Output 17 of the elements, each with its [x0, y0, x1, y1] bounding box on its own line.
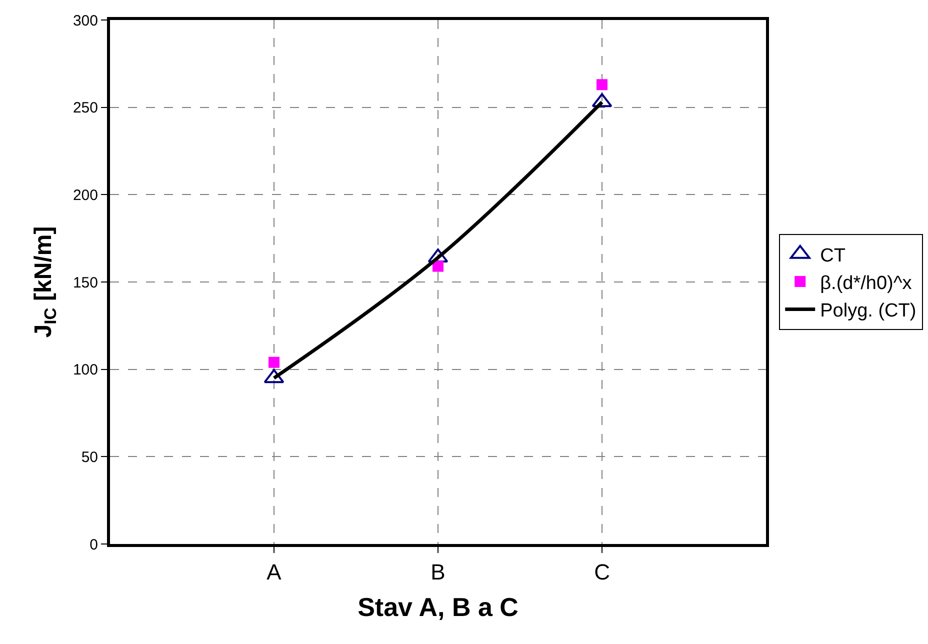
legend-label: β.(d*/h0)^x	[820, 272, 912, 294]
legend-label: Polyg. (CT)	[820, 300, 916, 322]
x-axis-title: Stav A, B a C	[358, 592, 519, 622]
point	[268, 356, 280, 368]
y-tick-label: 50	[81, 448, 98, 466]
y-tick-label: 250	[72, 100, 98, 117]
point	[432, 260, 444, 272]
x-tick-label: C	[594, 559, 610, 584]
x-tick-label: A	[266, 559, 282, 584]
y-tick-label: 150	[72, 274, 98, 292]
y-tick-label: 200	[72, 186, 98, 204]
legend-label: CT	[820, 245, 846, 266]
x-tick-label: B	[430, 559, 446, 584]
y-tick-label: 100	[72, 362, 98, 379]
point	[596, 79, 608, 90]
y-tick-label: 0	[90, 536, 98, 554]
y-tick-label: 300	[72, 12, 98, 30]
